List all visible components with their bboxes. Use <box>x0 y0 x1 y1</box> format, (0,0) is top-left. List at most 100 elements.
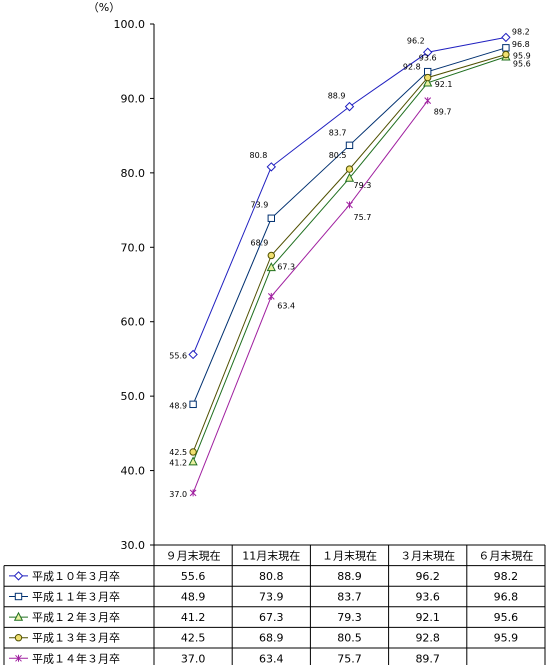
unit-label: （%） <box>88 1 120 14</box>
data-label: 89.7 <box>434 108 452 117</box>
table-value-cell: 37.0 <box>181 652 206 665</box>
square-marker <box>14 592 23 601</box>
table-value-cell: 96.2 <box>415 570 440 583</box>
y-tick-label: 50.0 <box>121 390 146 403</box>
table-value-cell: 73.9 <box>259 591 284 604</box>
legend-series-name: 平成１４年３月卒 <box>32 651 120 665</box>
triangle-marker <box>188 456 198 466</box>
data-label: 98.2 <box>512 27 530 36</box>
square-marker <box>502 44 510 52</box>
data-label: 79.3 <box>354 181 372 190</box>
table-value-cell: 67.3 <box>259 611 284 624</box>
y-tick-label: 90.0 <box>121 92 146 105</box>
axes: 30.0 40.0 50.0 60.0 70.0 80.0 90.0 100.0 <box>114 18 155 552</box>
data-label: 68.9 <box>250 238 268 247</box>
table-value-cell: 92.1 <box>415 611 440 624</box>
table-header-cell: ９月末現在 <box>166 549 221 563</box>
circle-marker <box>345 165 354 173</box>
y-tick-label: 60.0 <box>121 316 146 329</box>
star-marker <box>15 654 22 662</box>
data-label: 63.4 <box>277 301 295 310</box>
data-labels: 55.6 80.8 88.9 96.2 98.2 48.9 73.9 83.7 93.6 96.8… <box>169 27 530 499</box>
series-line <box>192 47 507 405</box>
data-label: 67.3 <box>277 262 295 271</box>
series-line <box>192 100 429 494</box>
data-label: 96.2 <box>407 36 425 45</box>
data-label: 93.6 <box>419 54 437 63</box>
table-value-cell: 92.8 <box>415 632 440 645</box>
triangle-marker <box>266 262 276 272</box>
data-label: 42.5 <box>169 448 187 457</box>
table-value-cell: 89.7 <box>415 652 440 665</box>
legend-series-name: 平成１２年３月卒 <box>32 610 120 624</box>
table-value-cell: 42.5 <box>181 632 206 645</box>
series-markers <box>188 32 511 497</box>
star-marker <box>424 97 432 105</box>
table-header-cell: １月末現在 <box>322 549 377 563</box>
table-value-cell: 63.4 <box>259 652 284 665</box>
data-label: 73.9 <box>250 200 268 209</box>
data-label: 48.9 <box>169 401 187 410</box>
square-marker <box>189 400 197 409</box>
table-value-cell: 41.2 <box>181 611 206 624</box>
table-value-cell: 68.9 <box>259 632 284 645</box>
diamond-marker <box>422 47 433 57</box>
star-marker <box>346 201 353 209</box>
table-value-cell: 80.8 <box>259 570 284 583</box>
triangle-marker <box>13 611 24 621</box>
data-label: 92.8 <box>403 63 421 72</box>
data-label: 92.1 <box>435 80 453 89</box>
data-label: 95.9 <box>513 52 531 61</box>
circle-marker <box>424 73 432 82</box>
triangle-marker <box>423 77 433 87</box>
table-value-cell: 88.9 <box>337 570 362 583</box>
table-value-cell: 96.8 <box>494 591 519 604</box>
data-label: 37.0 <box>169 490 187 499</box>
data-label: 95.6 <box>513 60 531 69</box>
series-line <box>192 54 507 453</box>
table-value-cell: 83.7 <box>337 591 362 604</box>
table-value-cell: 79.3 <box>337 611 362 624</box>
data-label: 41.2 <box>169 459 187 468</box>
diamond-marker <box>344 101 355 112</box>
diamond-marker <box>188 349 198 360</box>
data-label: 96.8 <box>512 40 530 49</box>
table-value-cell: 95.9 <box>494 632 519 645</box>
data-label: 88.9 <box>328 92 346 101</box>
star-marker <box>267 292 275 300</box>
table-value-cell: 93.6 <box>415 591 440 604</box>
triangle-marker <box>344 172 355 182</box>
diamond-marker <box>266 162 277 172</box>
data-label: 80.8 <box>249 151 267 160</box>
star-marker <box>189 489 197 497</box>
table-value-cell: 98.2 <box>494 570 519 583</box>
table-value-cell: 80.5 <box>337 632 362 645</box>
table-value-cell: 75.7 <box>337 652 362 665</box>
circle-marker <box>189 448 197 456</box>
series-line <box>192 36 506 355</box>
y-tick-label: 80.0 <box>121 167 146 180</box>
y-tick-label: 30.0 <box>121 539 146 552</box>
table-header-cell: ３月末現在 <box>400 549 455 563</box>
diamond-marker <box>13 571 24 581</box>
square-marker <box>345 141 354 150</box>
data-label: 55.6 <box>169 351 187 360</box>
circle-marker <box>267 251 275 260</box>
table-value-cell: 48.9 <box>181 591 206 604</box>
circle-marker <box>14 634 23 642</box>
circle-marker <box>502 50 510 59</box>
y-tick-label: 70.0 <box>121 241 146 254</box>
square-marker <box>267 214 276 222</box>
legend-series-name: 平成１１年３月卒 <box>32 590 120 604</box>
data-label: 80.5 <box>329 151 347 160</box>
table-value-cell: 95.6 <box>494 611 519 624</box>
y-tick-label: 100.0 <box>114 18 146 31</box>
legend-series-name: 平成１０年３月卒 <box>32 569 120 583</box>
data-label: 75.7 <box>354 213 372 222</box>
square-marker <box>424 67 432 76</box>
table-header-cell: 11月末現在 <box>242 549 300 563</box>
y-tick-label: 40.0 <box>121 465 146 478</box>
data-label: 83.7 <box>329 128 347 137</box>
